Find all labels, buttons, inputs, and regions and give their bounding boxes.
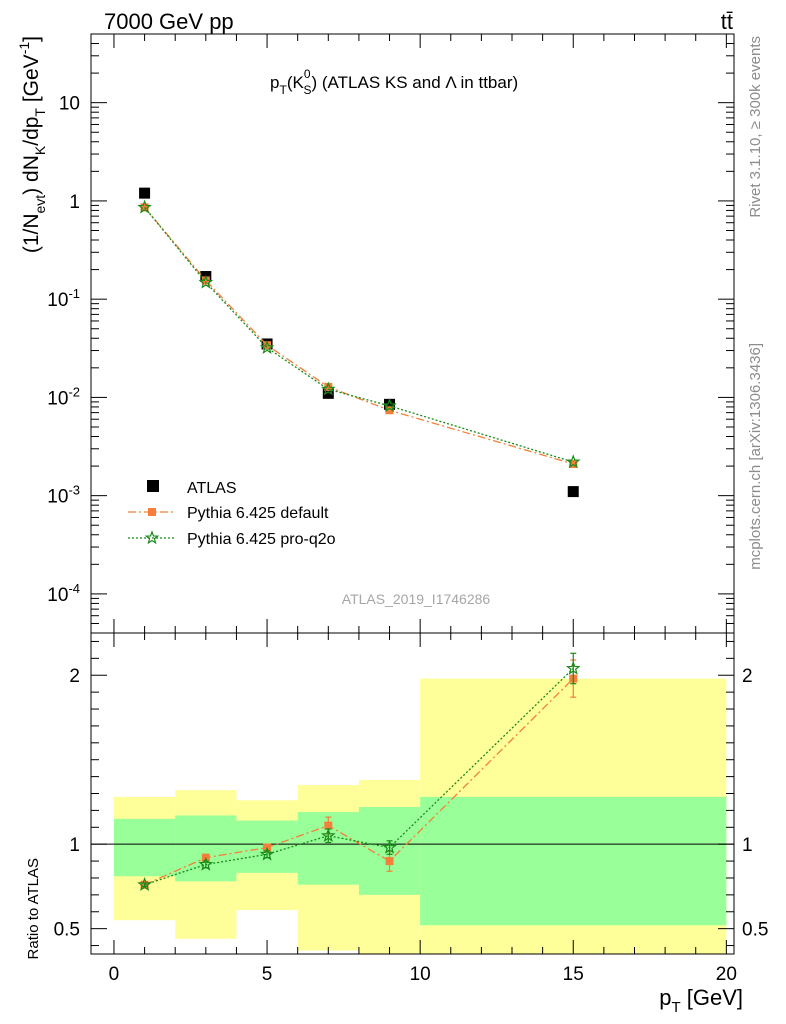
pythia-proq2o-point [198,274,214,289]
ratio-y-tick-label-right: 2 [742,666,753,687]
atlas-data-point [384,398,396,410]
ratio-proq2o-point [320,828,336,842]
ratio-panel-series [137,652,581,891]
main-y-tick-label: 10-4 [47,581,80,606]
main-panel-y-axis-label: (1/Nevt) dNK/dpT [GeV-1] [16,36,48,253]
header-energy-label: 7000 GeV pp [104,9,234,34]
analysis-id-watermark: ATLAS_2019_I1746286 [342,591,491,607]
ratio-band-inner [113,818,176,877]
ratio-y-tick-label-right: 0.5 [742,920,768,941]
mcplots-reference-label: mcplots.cern.ch [arXiv:1306.3436] [747,343,764,570]
ratio-band-inner [420,796,727,926]
main-y-tick-label: 10-3 [47,483,80,508]
ratio-series-line-1 [144,668,574,886]
main-panel-series [137,187,581,498]
pythia-proq2o-point [382,398,397,413]
main-y-tick-label: 10 [59,94,80,115]
pythia-default-point [263,341,272,350]
ratio-default-point [385,857,394,866]
x-tick-label: 5 [262,964,273,985]
legend-atlas-label: ATLAS [187,480,237,497]
plot-title: pT(K0 S) (ATLAS KS and Λ in ttbar) [270,67,518,97]
pythia-proq2o-point [320,381,336,396]
x-axis-label: pT [GeV] [659,985,743,1016]
x-tick-label: 20 [716,964,737,985]
atlas-data-point [567,486,579,498]
ratio-uncertainty-bands [113,678,727,954]
ratio-y-tick-label-left: 0.5 [54,920,80,941]
ratio-y-tick-label-left: 2 [69,666,80,687]
series-line-1 [144,206,574,465]
pythia-proq2o-point [137,199,152,214]
legend-atlas-marker [147,480,159,492]
ratio-series-line-0 [144,678,574,886]
main-y-tick-label: 1 [69,192,80,213]
rivet-version-label: Rivet 3.1.10, ≥ 300k events [747,36,764,218]
ratio-y-tick-label-left: 1 [69,835,80,856]
x-tick-label: 10 [410,964,431,985]
ratio-panel-y-axis-label: Ratio to ATLAS [25,858,42,959]
main-panel-ticks [91,33,734,634]
x-tick-label: 0 [109,964,120,985]
pythia-proq2o-point [259,340,275,355]
legend: ATLAS Pythia 6.425 default Pythia 6.425 … [128,480,336,548]
main-y-tick-label: 10-2 [47,384,80,409]
ratio-proq2o-point [198,856,214,871]
pythia-proq2o-point [565,454,581,469]
ratio-proq2o-point [259,846,275,861]
main-panel: 10 1 10-1 10-2 10-3 10-4 pT(K0 S) (ATLAS KS an… [16,33,735,634]
x-tick-label: 15 [563,964,584,985]
main-panel-y-tick-labels: 10 1 10-1 10-2 10-3 10-4 [47,94,80,606]
legend-default-label: Pythia 6.425 default [187,505,329,522]
header-process-label: tt̄ [721,9,733,34]
ratio-band-inner [175,815,237,882]
legend-default-marker [148,508,156,516]
ratio-panel-ticks [91,633,734,954]
ratio-proq2o-point [382,839,397,854]
atlas-data-point [322,387,334,399]
legend-proq2o-label: Pythia 6.425 pro-q2o [187,531,336,548]
pythia-default-point [385,406,394,415]
legend-proq2o-marker [144,530,160,545]
ratio-y-tick-label-right: 1 [742,835,753,856]
ratio-panel-frame [90,632,735,955]
ratio-panel-tick-labels: 0 5 10 15 20 0.5 0.5 1 1 2 2 [54,666,769,985]
pythia-default-point [201,276,210,285]
ratio-panel: 0 5 10 15 20 0.5 0.5 1 1 2 2 Ratio to ATLAS pT [Ge… [25,632,769,1016]
atlas-data-point [139,187,151,199]
ratio-default-point [324,821,333,830]
ratio-proq2o-point [565,660,581,675]
ratio-proq2o-point [137,877,152,891]
main-y-tick-label: 10-1 [47,286,80,311]
series-line-2 [144,206,574,463]
pythia-default-point [324,382,333,391]
